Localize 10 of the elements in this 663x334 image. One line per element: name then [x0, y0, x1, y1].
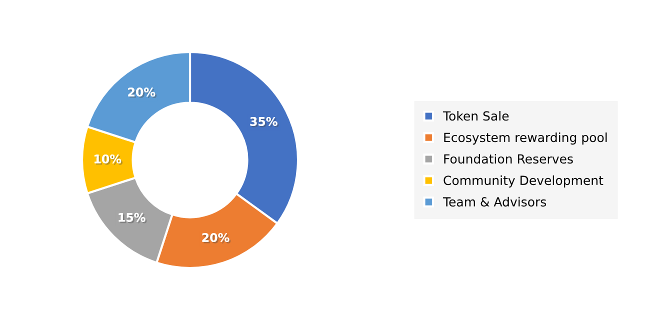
legend-label: Token Sale [442, 111, 509, 121]
data-label: 20% [128, 88, 157, 98]
data-label: 15% [118, 212, 147, 224]
data-label: 10% [94, 154, 123, 165]
legend-label: Foundation Reserves [444, 154, 573, 164]
legend-label: Community Development [444, 175, 604, 188]
data-label: 20% [202, 233, 231, 244]
legend-label: Ecosystem rewarding pool [444, 132, 607, 145]
legend-label: Team & Advisors [442, 196, 546, 207]
data-label: 35% [250, 116, 279, 128]
